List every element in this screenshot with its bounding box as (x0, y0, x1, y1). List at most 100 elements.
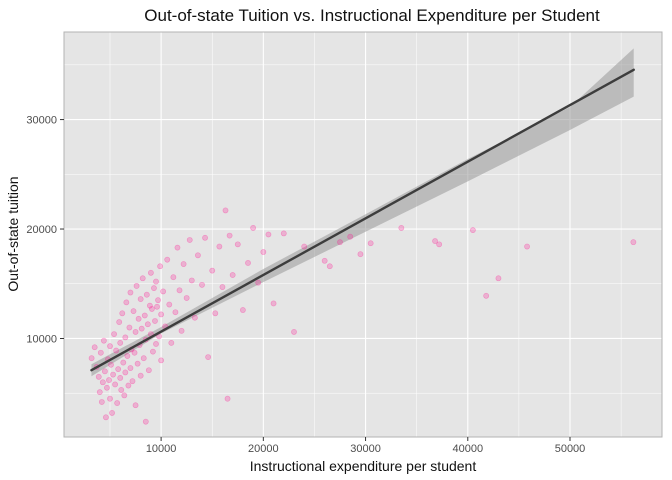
data-point (133, 283, 140, 289)
data-point (164, 256, 171, 263)
data-point (483, 292, 490, 299)
data-point (108, 361, 114, 368)
data-point (219, 284, 226, 290)
data-point (107, 343, 113, 350)
data-point (134, 360, 141, 367)
data-point (127, 289, 134, 296)
data-point (202, 234, 208, 241)
data-point (326, 263, 333, 270)
x-tick-label: 30000 (350, 443, 381, 455)
data-point (142, 418, 149, 425)
data-point (152, 318, 158, 324)
data-point (96, 389, 103, 396)
data-point (100, 337, 107, 344)
data-point (239, 307, 246, 313)
data-point (153, 341, 159, 347)
data-point (146, 302, 153, 309)
data-point (158, 311, 165, 318)
data-point (265, 231, 272, 238)
data-point (126, 324, 133, 331)
data-point (291, 329, 297, 335)
data-point (117, 374, 124, 381)
data-point (95, 373, 102, 380)
y-tick-label: 30000 (26, 115, 57, 127)
data-point (112, 381, 119, 388)
data-point (149, 306, 155, 312)
data-point (174, 244, 181, 251)
data-point (104, 384, 110, 391)
x-tick-label: 50000 (555, 443, 586, 455)
data-point (135, 315, 142, 322)
data-point (132, 329, 139, 335)
data-point (280, 230, 287, 237)
data-point (158, 357, 165, 364)
data-point (255, 279, 262, 286)
data-point (166, 301, 173, 308)
data-point (101, 368, 108, 375)
panel-border (63, 31, 663, 438)
data-point (234, 241, 241, 248)
data-point (524, 243, 530, 250)
data-point (116, 319, 123, 325)
data-point (117, 339, 124, 346)
data-point (191, 314, 198, 321)
data-point (260, 249, 267, 255)
data-point (88, 355, 95, 362)
data-point (111, 331, 117, 338)
data-point (168, 339, 175, 346)
data-point (172, 309, 179, 316)
x-tick-label: 10000 (146, 443, 177, 455)
data-point (121, 392, 128, 399)
data-point (123, 299, 130, 306)
data-point (250, 225, 257, 231)
data-point (118, 387, 125, 393)
data-point (209, 267, 216, 274)
data-point (270, 300, 277, 307)
data-point (157, 263, 163, 270)
data-point (367, 240, 374, 247)
data-point (129, 378, 136, 385)
y-axis-title: Out-of-state tuition (5, 176, 21, 291)
data-point (630, 239, 637, 246)
data-point (229, 272, 236, 278)
data-point (145, 367, 152, 374)
data-point (216, 243, 223, 250)
data-point (357, 251, 364, 258)
data-point (432, 238, 438, 244)
x-axis: 10000 20000 30000 40000 50000 (146, 437, 585, 455)
plot-panel (64, 32, 662, 437)
data-point (226, 232, 233, 239)
data-point (301, 243, 308, 250)
data-point (170, 274, 177, 281)
data-point (97, 349, 104, 356)
data-point (160, 288, 167, 295)
data-point (224, 395, 231, 402)
data-point (153, 278, 159, 285)
x-axis-title: Instructional expenditure per student (250, 458, 477, 474)
data-point (132, 402, 139, 409)
data-point (125, 382, 132, 389)
x-tick-label: 40000 (452, 443, 483, 455)
data-point (398, 225, 405, 231)
data-point (122, 369, 129, 376)
data-point (155, 297, 161, 304)
data-point (212, 310, 219, 317)
fit-line (90, 68, 635, 372)
y-tick-label: 20000 (26, 224, 57, 236)
data-point (143, 291, 150, 298)
data-point (131, 349, 138, 356)
data-point (188, 277, 195, 284)
data-point (110, 371, 116, 378)
data-point (137, 296, 144, 302)
data-point (436, 241, 443, 248)
data-point (139, 275, 146, 282)
data-point (321, 257, 328, 264)
chart-title: Out-of-state Tuition vs. Instructional E… (144, 6, 600, 25)
grid-lines (64, 32, 662, 437)
data-point (222, 207, 229, 214)
data-point (147, 269, 154, 276)
data-point (114, 400, 121, 406)
data-point (337, 239, 343, 246)
data-point (495, 275, 502, 282)
